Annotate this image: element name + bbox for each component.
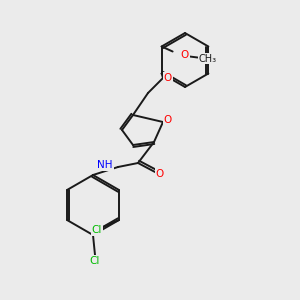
Text: O: O (156, 169, 164, 179)
Text: O: O (164, 73, 172, 83)
Text: Cl: Cl (90, 256, 100, 266)
Text: O: O (181, 50, 189, 59)
Text: O: O (164, 115, 172, 125)
Text: NH: NH (98, 160, 113, 170)
Text: CH₃: CH₃ (199, 53, 217, 64)
Text: Cl: Cl (92, 225, 102, 235)
